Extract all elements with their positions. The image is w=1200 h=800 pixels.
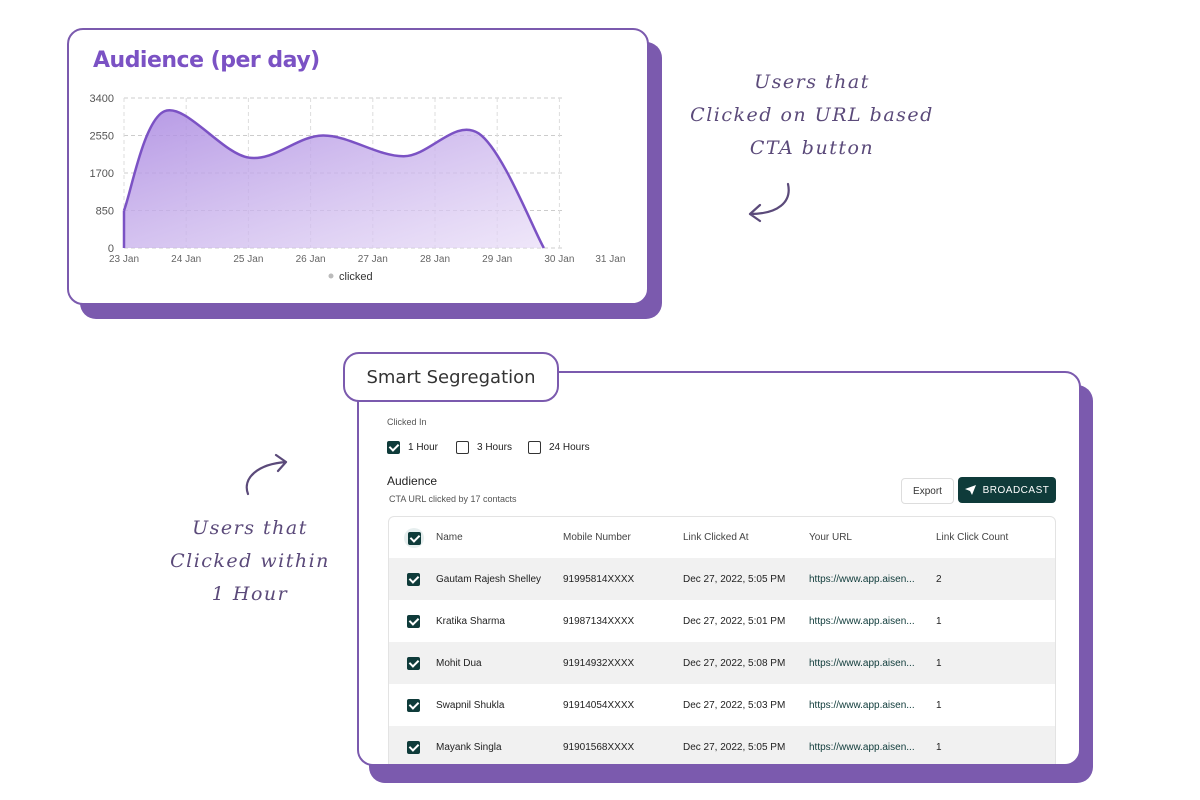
row-mobile: 91987134XXXX <box>563 615 635 627</box>
row-checkbox[interactable] <box>407 614 420 628</box>
row-url[interactable]: https://www.app.aisen... <box>809 615 915 627</box>
row-checkbox[interactable] <box>407 656 420 670</box>
annotation-line: CTA button <box>749 137 875 159</box>
legend-marker <box>328 273 334 279</box>
table-row[interactable]: Mayank Singla 91901568XXXX Dec 27, 2022, 5… <box>389 726 1055 764</box>
broadcast-button[interactable]: BROADCAST <box>958 477 1056 503</box>
annotation-line: Users that <box>754 71 870 93</box>
annotation-top: Users that Clicked on URL based CTA butt… <box>672 66 952 165</box>
x-tick-label: 23 Jan <box>109 254 139 265</box>
row-checkbox[interactable] <box>407 740 420 754</box>
row-clicked-at: Dec 27, 2022, 5:05 PM <box>683 741 786 753</box>
option-1-hour[interactable]: 1 Hour <box>387 441 438 454</box>
row-checkbox[interactable] <box>407 572 420 586</box>
row-url[interactable]: https://www.app.aisen... <box>809 573 915 585</box>
option-3-hours[interactable]: 3 Hours <box>456 441 512 454</box>
column-header-url[interactable]: Your URL <box>809 532 852 543</box>
curved-arrow-icon <box>748 182 790 223</box>
row-click-count: 1 <box>936 741 942 753</box>
series-line-clicked <box>122 109 545 249</box>
table-row[interactable]: Gautam Rajesh Shelley 91995814XXXX Dec 27,… <box>389 558 1055 600</box>
row-click-count: 1 <box>936 699 942 711</box>
smart-segregation-tab: Smart Segregation <box>343 352 559 402</box>
row-click-count: 1 <box>936 615 942 627</box>
row-click-count: 2 <box>936 573 942 585</box>
row-clicked-at: Dec 27, 2022, 5:03 PM <box>683 699 786 711</box>
x-tick-label: 30 Jan <box>544 254 574 265</box>
export-button[interactable]: Export <box>901 478 954 504</box>
chart-title: Audience (per day) <box>93 48 320 73</box>
column-header-clicked-at[interactable]: Link Clicked At <box>683 532 749 543</box>
series-area-clicked <box>124 110 544 248</box>
row-name: Swapnil Shukla <box>436 699 505 711</box>
column-header-mobile[interactable]: Mobile Number <box>563 532 631 543</box>
row-mobile: 91914054XXXX <box>563 699 635 711</box>
y-tick-label: 0 <box>108 243 114 255</box>
x-tick-label: 25 Jan <box>233 254 263 265</box>
annotation-line: Users that <box>192 517 308 539</box>
y-tick-label: 2550 <box>90 131 114 143</box>
audience-chart-card: Audience (per day) 0 850 1700 2550 3400 23 Ja… <box>67 28 649 305</box>
row-clicked-at: Dec 27, 2022, 5:05 PM <box>683 573 786 585</box>
table-row[interactable]: Mohit Dua 91914932XXXX Dec 27, 2022, 5:08 … <box>389 642 1055 684</box>
table-header: Name Mobile Number Link Clicked At Your … <box>389 517 1055 558</box>
annotation-line: Clicked on URL based <box>690 104 934 126</box>
option-24-hours[interactable]: 24 Hours <box>528 441 590 454</box>
smart-segregation-card: Clicked In 1 Hour 3 Hours 24 Hours Audie… <box>357 371 1081 766</box>
select-all-wrapper <box>404 528 424 548</box>
y-tick-label: 1700 <box>90 168 114 180</box>
clicked-in-label: Clicked In <box>387 417 427 427</box>
checkbox[interactable] <box>528 441 541 454</box>
row-clicked-at: Dec 27, 2022, 5:08 PM <box>683 657 786 669</box>
row-name: Gautam Rajesh Shelley <box>436 573 542 585</box>
x-tick-label: 26 Jan <box>296 254 326 265</box>
audience-table: Name Mobile Number Link Clicked At Your … <box>388 516 1056 764</box>
option-label: 3 Hours <box>477 442 513 453</box>
checkbox[interactable] <box>456 441 469 454</box>
select-all-checkbox[interactable] <box>407 531 421 545</box>
option-label: 1 Hour <box>408 442 439 453</box>
row-name: Kratika Sharma <box>436 615 505 627</box>
row-name: Mayank Singla <box>436 741 502 753</box>
table-row[interactable]: Swapnil Shukla 91914054XXXX Dec 27, 2022, … <box>389 684 1055 726</box>
audience-chart: 0 850 1700 2550 3400 23 Jan 24 Jan 25 Jan 26 Jan… <box>90 93 626 283</box>
x-tick-label: 28 Jan <box>420 254 450 265</box>
row-url[interactable]: https://www.app.aisen... <box>809 657 915 669</box>
annotation-left: Users that Clicked within 1 Hour <box>130 512 370 611</box>
row-checkbox[interactable] <box>407 698 420 712</box>
column-header-click-count[interactable]: Link Click Count <box>936 532 1009 543</box>
x-tick-label: 31 Jan <box>595 254 625 265</box>
x-tick-label: 24 Jan <box>171 254 201 265</box>
y-tick-label: 3400 <box>90 93 114 105</box>
send-icon <box>964 485 976 495</box>
row-name: Mohit Dua <box>436 657 482 669</box>
option-label: 24 Hours <box>549 442 590 453</box>
row-mobile: 91901568XXXX <box>563 741 635 753</box>
column-header-name[interactable]: Name <box>436 532 463 543</box>
row-url[interactable]: https://www.app.aisen... <box>809 741 915 753</box>
audience-title: Audience <box>387 474 438 488</box>
table-row[interactable]: Kratika Sharma 91987134XXXX Dec 27, 2022, … <box>389 600 1055 642</box>
broadcast-label: BROADCAST <box>982 484 1050 496</box>
row-clicked-at: Dec 27, 2022, 5:01 PM <box>683 615 786 627</box>
legend-label: clicked <box>339 271 373 283</box>
audience-subtitle: CTA URL clicked by 17 contacts <box>389 494 517 504</box>
annotation-line: 1 Hour <box>211 583 289 605</box>
annotation-line: Clicked within <box>170 550 330 572</box>
x-tick-label: 29 Jan <box>482 254 512 265</box>
checkbox[interactable] <box>387 441 400 454</box>
row-url[interactable]: https://www.app.aisen... <box>809 699 915 711</box>
curved-arrow-icon <box>245 453 288 496</box>
y-tick-label: 850 <box>96 206 114 218</box>
row-mobile: 91995814XXXX <box>563 573 635 585</box>
row-click-count: 1 <box>936 657 942 669</box>
x-tick-label: 27 Jan <box>358 254 388 265</box>
row-mobile: 91914932XXXX <box>563 657 635 669</box>
